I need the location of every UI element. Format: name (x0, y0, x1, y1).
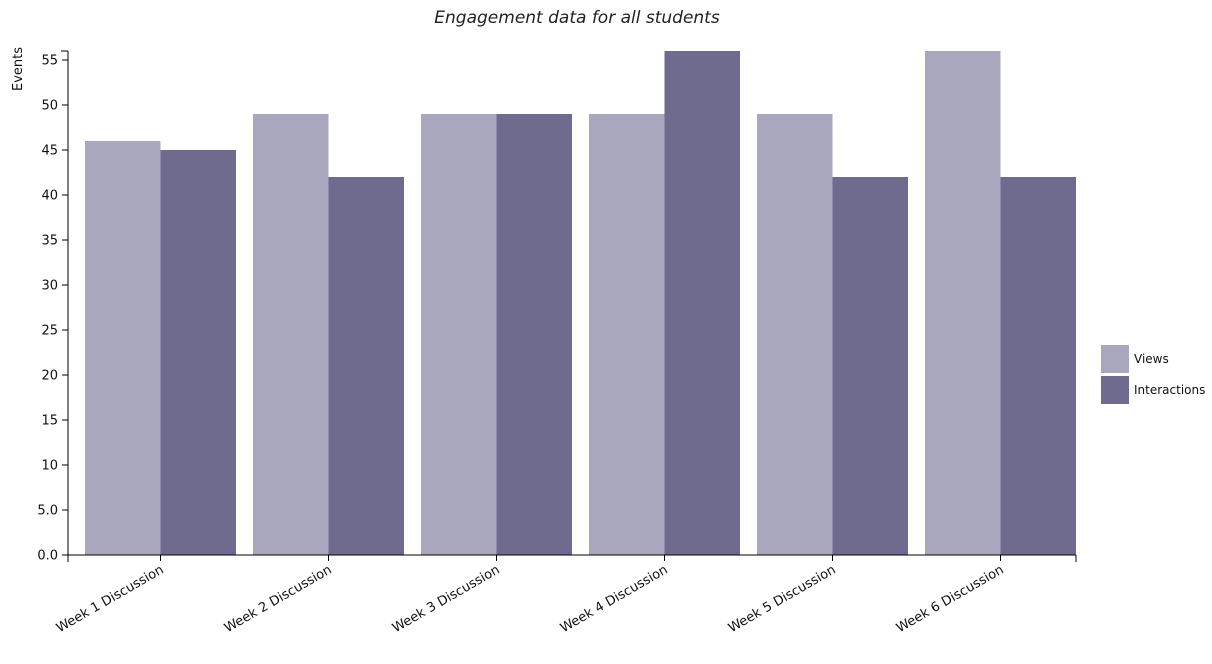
x-axis: Week 1 Discussion Week 2 Discussion Week 3… (54, 554, 1077, 636)
legend-swatch-interactions (1101, 376, 1129, 404)
x-tick-label: Week 1 Discussion (54, 562, 167, 636)
x-tick-label: Week 5 Discussion (726, 562, 839, 636)
bar-interactions-week-1 (160, 150, 236, 555)
bar-views-week-4 (589, 114, 665, 555)
y-tick-label: 25 (41, 324, 58, 339)
legend-label: Views (1134, 352, 1169, 366)
bar-interactions-week-5 (832, 177, 908, 555)
x-tick-label: Week 6 Discussion (894, 562, 1007, 636)
y-axis-label: Events (11, 47, 26, 91)
x-tick-label: Week 2 Discussion (222, 562, 335, 636)
y-axis: 0.0 5.0 10 15 20 25 30 35 40 45 50 55 (37, 50, 69, 564)
bar-views-week-2 (253, 114, 329, 555)
chart-title: Engagement data for all students (434, 8, 720, 28)
x-tick-label: Week 4 Discussion (558, 562, 671, 636)
bar-views-week-6 (925, 51, 1001, 555)
bar-interactions-week-3 (496, 114, 572, 555)
bar-interactions-week-2 (328, 177, 404, 555)
y-tick-label: 55 (41, 54, 58, 69)
y-tick-label: 40 (41, 189, 58, 204)
legend-label: Interactions (1134, 383, 1205, 397)
y-tick-label: 10 (41, 459, 58, 474)
bar-interactions-week-4 (664, 51, 740, 555)
legend-swatch-views (1101, 345, 1129, 373)
y-tick-label: 45 (41, 144, 58, 159)
y-tick-label: 20 (41, 369, 58, 384)
legend: Views Interactions (1101, 345, 1205, 404)
y-tick-label: 0.0 (37, 549, 58, 564)
x-tick-label: Week 3 Discussion (390, 562, 503, 636)
y-tick-label: 50 (41, 99, 58, 114)
bar-views-week-1 (85, 141, 161, 555)
bars-group (85, 51, 1076, 555)
bar-interactions-week-6 (1000, 177, 1076, 555)
bar-views-week-3 (421, 114, 497, 555)
y-tick-label: 5.0 (37, 504, 58, 519)
y-tick-label: 30 (41, 279, 58, 294)
y-tick-label: 35 (41, 234, 58, 249)
y-tick-label: 15 (41, 414, 58, 429)
bar-views-week-5 (757, 114, 833, 555)
